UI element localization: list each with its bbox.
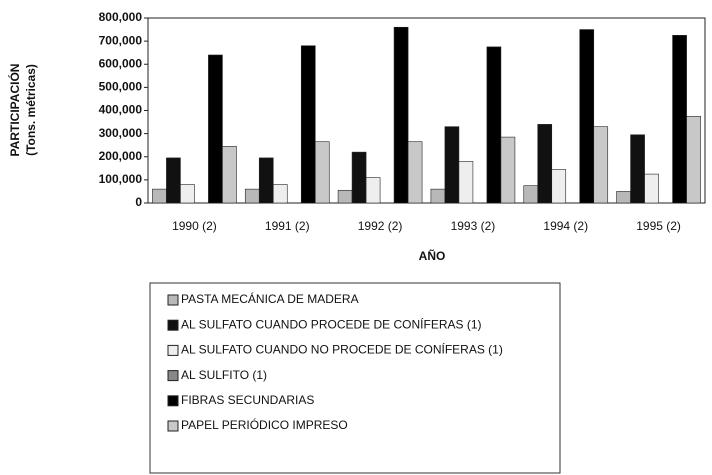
bar [152, 188, 167, 204]
bar [393, 26, 409, 204]
bar [458, 161, 474, 204]
bar [407, 141, 423, 204]
bar [222, 146, 237, 204]
legend-label: PAPEL PERIÓDICO IMPRESO [181, 417, 348, 432]
legend-swatch [167, 319, 179, 331]
legend-box [149, 282, 561, 474]
legend-label: FIBRAS SECUNDARIAS [181, 393, 314, 407]
bar [365, 177, 381, 204]
y-tick-label: 0 [135, 195, 142, 209]
x-tick-label: 1995 (2) [636, 219, 681, 233]
bar [258, 157, 274, 204]
bar [579, 29, 595, 204]
bar [523, 185, 539, 204]
bar [672, 35, 687, 204]
legend-swatch [167, 294, 179, 306]
bar [244, 188, 260, 204]
y-axis-label: PARTICIPACIÓN [7, 64, 22, 157]
y-tick-label: 600,000 [99, 56, 143, 70]
bar [180, 184, 195, 204]
x-tick-label: 1993 (2) [451, 219, 496, 233]
bar [486, 46, 502, 204]
y-tick-label: 400,000 [99, 103, 143, 117]
legend-label: AL SULFITO (1) [181, 368, 267, 382]
bar [630, 134, 645, 204]
bar [593, 126, 609, 204]
bar [314, 141, 330, 204]
bar [166, 157, 181, 204]
y-tick-label: 700,000 [99, 33, 143, 47]
x-axis-label: AÑO [419, 248, 446, 263]
bar [500, 136, 516, 204]
bar [644, 173, 659, 204]
y-axis-label: (Tons. métricas) [24, 64, 38, 156]
legend-label: AL SULFATO CUANDO PROCEDE DE CONÍFERAS (… [181, 316, 482, 331]
legend-swatch [167, 344, 179, 356]
y-tick-label: 800,000 [99, 10, 143, 24]
x-tick-label: 1992 (2) [358, 219, 403, 233]
bar [551, 169, 567, 204]
legend-swatch [167, 420, 179, 432]
y-tick-label: 500,000 [99, 80, 143, 94]
legend-swatch [167, 370, 179, 382]
bar [537, 124, 553, 204]
bar [444, 126, 460, 204]
bar [351, 151, 367, 204]
bar [300, 45, 316, 204]
legend-swatch [167, 395, 179, 407]
y-tick-label: 300,000 [99, 126, 143, 140]
bar [208, 54, 223, 204]
bar [686, 115, 701, 204]
legend-label: AL SULFATO CUANDO NO PROCEDE DE CONÍFERA… [181, 342, 503, 357]
bar [337, 189, 353, 204]
bar [430, 188, 446, 204]
x-tick-label: 1991 (2) [265, 219, 310, 233]
bar [616, 191, 631, 204]
x-tick-label: 1990 (2) [172, 219, 217, 233]
y-tick-label: 200,000 [99, 149, 143, 163]
bar [272, 184, 288, 204]
y-tick-label: 100,000 [99, 172, 143, 186]
legend-label: PASTA MECÁNICA DE MADERA [181, 291, 359, 306]
x-tick-label: 1994 (2) [543, 219, 588, 233]
